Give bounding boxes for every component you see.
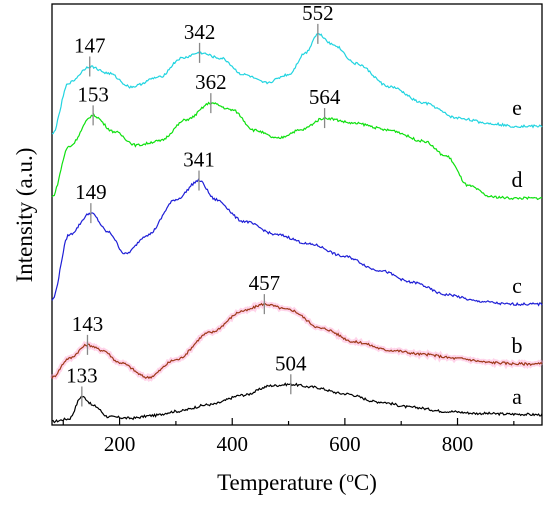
curve-b <box>51 302 543 380</box>
x-tick-label: 800 <box>442 432 474 456</box>
peak-label-d: 362 <box>195 70 227 94</box>
curve-c <box>51 178 543 307</box>
curves <box>49 32 544 424</box>
curve-a <box>51 382 543 424</box>
x-axis-ticks: 200 400 600 800 <box>62 418 515 456</box>
peak-label-e: 342 <box>184 20 216 44</box>
curve-label-c: c <box>512 273 522 298</box>
curve-label-a: a <box>512 384 522 409</box>
peak-label-c: 341 <box>183 148 215 172</box>
plot-frame <box>51 3 543 426</box>
y-axis-title: Intensity (a.u.) <box>12 148 37 283</box>
x-tick-label: 600 <box>329 432 361 456</box>
peak-label-d: 564 <box>309 85 341 109</box>
x-tick-label: 200 <box>104 432 136 456</box>
curve-label-d: d <box>512 167 523 192</box>
x-axis-title: Temperature (oC) <box>217 470 377 495</box>
peak-label-a: 133 <box>66 363 98 387</box>
peak-label-a: 504 <box>275 351 307 375</box>
curve-d <box>51 101 543 201</box>
x-tick-label: 400 <box>216 432 248 456</box>
curve-label-b: b <box>512 333 523 358</box>
peak-label-b: 143 <box>72 312 104 336</box>
peak-markers: 133 504 143 457 149 341 153 362 564 147 342 552 <box>66 1 341 407</box>
peak-label-e: 552 <box>302 1 334 25</box>
peak-label-b: 457 <box>249 271 281 295</box>
curve-labels: a b c d e <box>512 95 523 409</box>
peak-label-d: 153 <box>77 82 109 106</box>
curve-e <box>51 32 543 135</box>
peak-label-c: 149 <box>75 180 107 204</box>
curve-label-e: e <box>512 95 522 120</box>
peak-label-e: 147 <box>74 33 106 57</box>
